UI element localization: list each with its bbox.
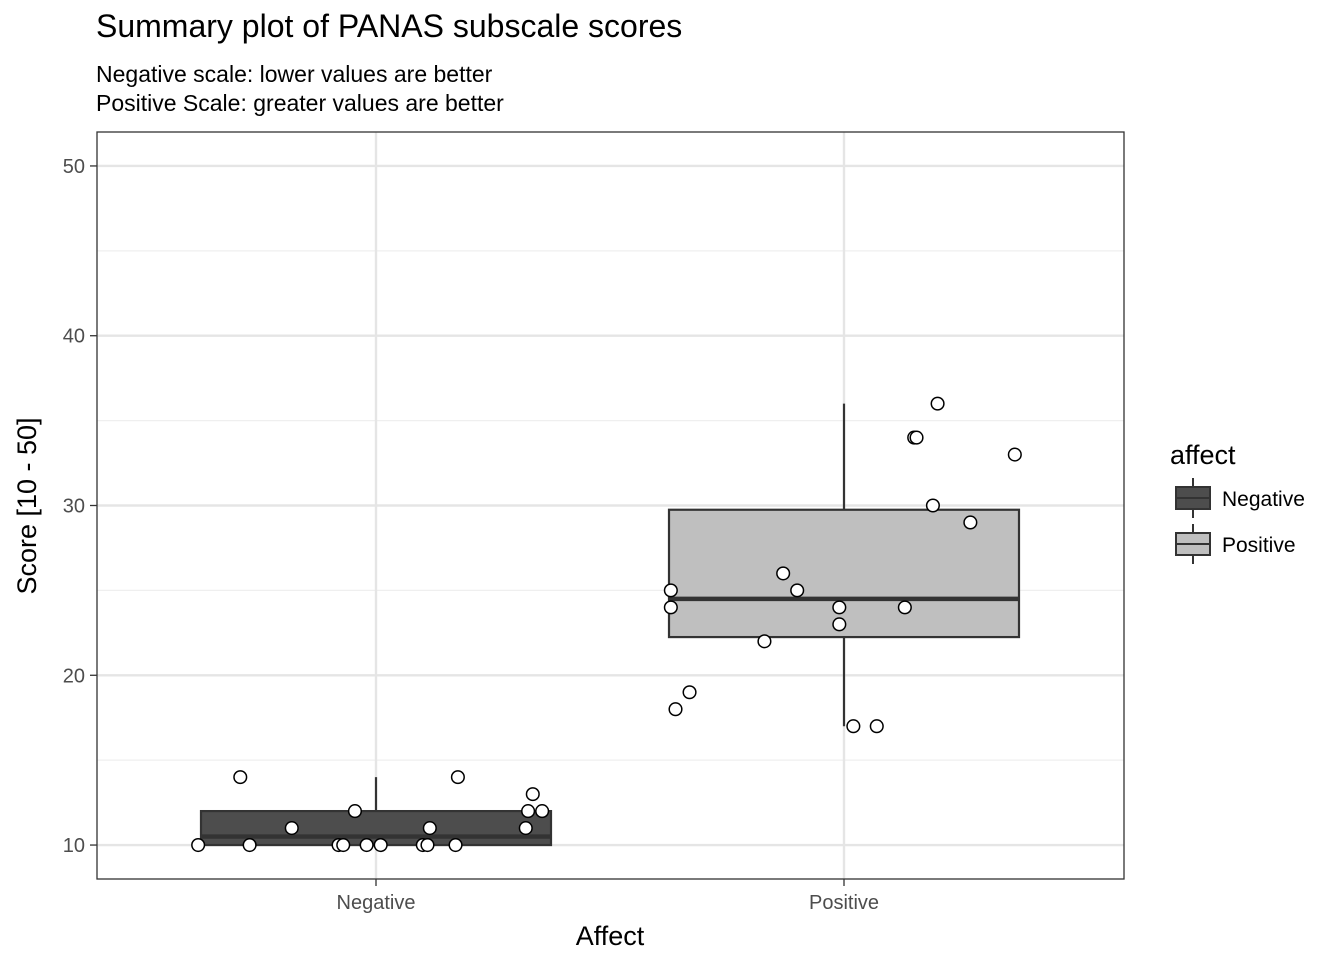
y-axis-title: Score [10 - 50] (12, 417, 42, 594)
box-iqr (199, 809, 553, 847)
y-tick-label: 30 (63, 496, 85, 518)
data-point (776, 566, 791, 581)
grid-lines (97, 132, 1124, 879)
data-point (832, 617, 847, 632)
y-tick-label: 20 (63, 665, 85, 687)
data-point (191, 837, 206, 853)
data-point (832, 600, 847, 615)
boxes (199, 403, 1021, 847)
data-point (521, 804, 536, 819)
data-point (909, 430, 924, 445)
data-point (668, 702, 683, 717)
legend-item-label: Negative (1222, 488, 1305, 511)
data-point (757, 634, 772, 649)
data-point (422, 821, 437, 836)
data-point (373, 837, 388, 853)
y-tick-label: 50 (63, 156, 85, 178)
data-point (347, 804, 362, 819)
data-point (663, 600, 678, 615)
legend-item-positive: Positive (1175, 524, 1296, 564)
data-point (930, 396, 945, 411)
legend-item-label: Positive (1222, 534, 1296, 557)
data-point (869, 719, 884, 734)
box-negative (199, 777, 553, 847)
data-point (897, 600, 912, 615)
legend-item-negative: Negative (1175, 478, 1305, 518)
legend-title: affect (1170, 440, 1236, 470)
y-tick-label: 40 (63, 326, 85, 348)
data-point (925, 498, 940, 513)
data-point (518, 821, 533, 836)
data-point (682, 685, 697, 700)
data-point (846, 719, 861, 734)
jitter-points (191, 396, 1022, 853)
data-point (233, 770, 248, 785)
legend: affect Negative Positive (1170, 440, 1305, 564)
data-point (448, 837, 463, 853)
x-tick-label: Negative (337, 892, 416, 914)
chart-subtitle-line-2: Positive Scale: greater values are bette… (96, 90, 504, 116)
y-tick-label: 10 (63, 835, 85, 857)
data-point (420, 837, 435, 853)
chart-title: Summary plot of PANAS subscale scores (96, 8, 683, 44)
x-axis-title: Affect (576, 921, 645, 951)
axes: 10 20 30 40 50 Negative Positive (63, 156, 879, 914)
data-point (525, 787, 540, 802)
data-point (1007, 447, 1022, 462)
box-iqr (667, 508, 1021, 639)
x-tick-label: Positive (809, 892, 879, 914)
box-positive (667, 403, 1021, 727)
data-point (663, 583, 678, 598)
data-point (535, 804, 550, 819)
data-point (790, 583, 805, 598)
data-point (336, 837, 351, 853)
data-point (359, 837, 374, 853)
chart-subtitle-line-1: Negative scale: lower values are better (96, 61, 493, 87)
data-point (963, 515, 978, 530)
data-point (242, 837, 257, 853)
data-point (284, 821, 299, 836)
data-point (450, 770, 465, 785)
